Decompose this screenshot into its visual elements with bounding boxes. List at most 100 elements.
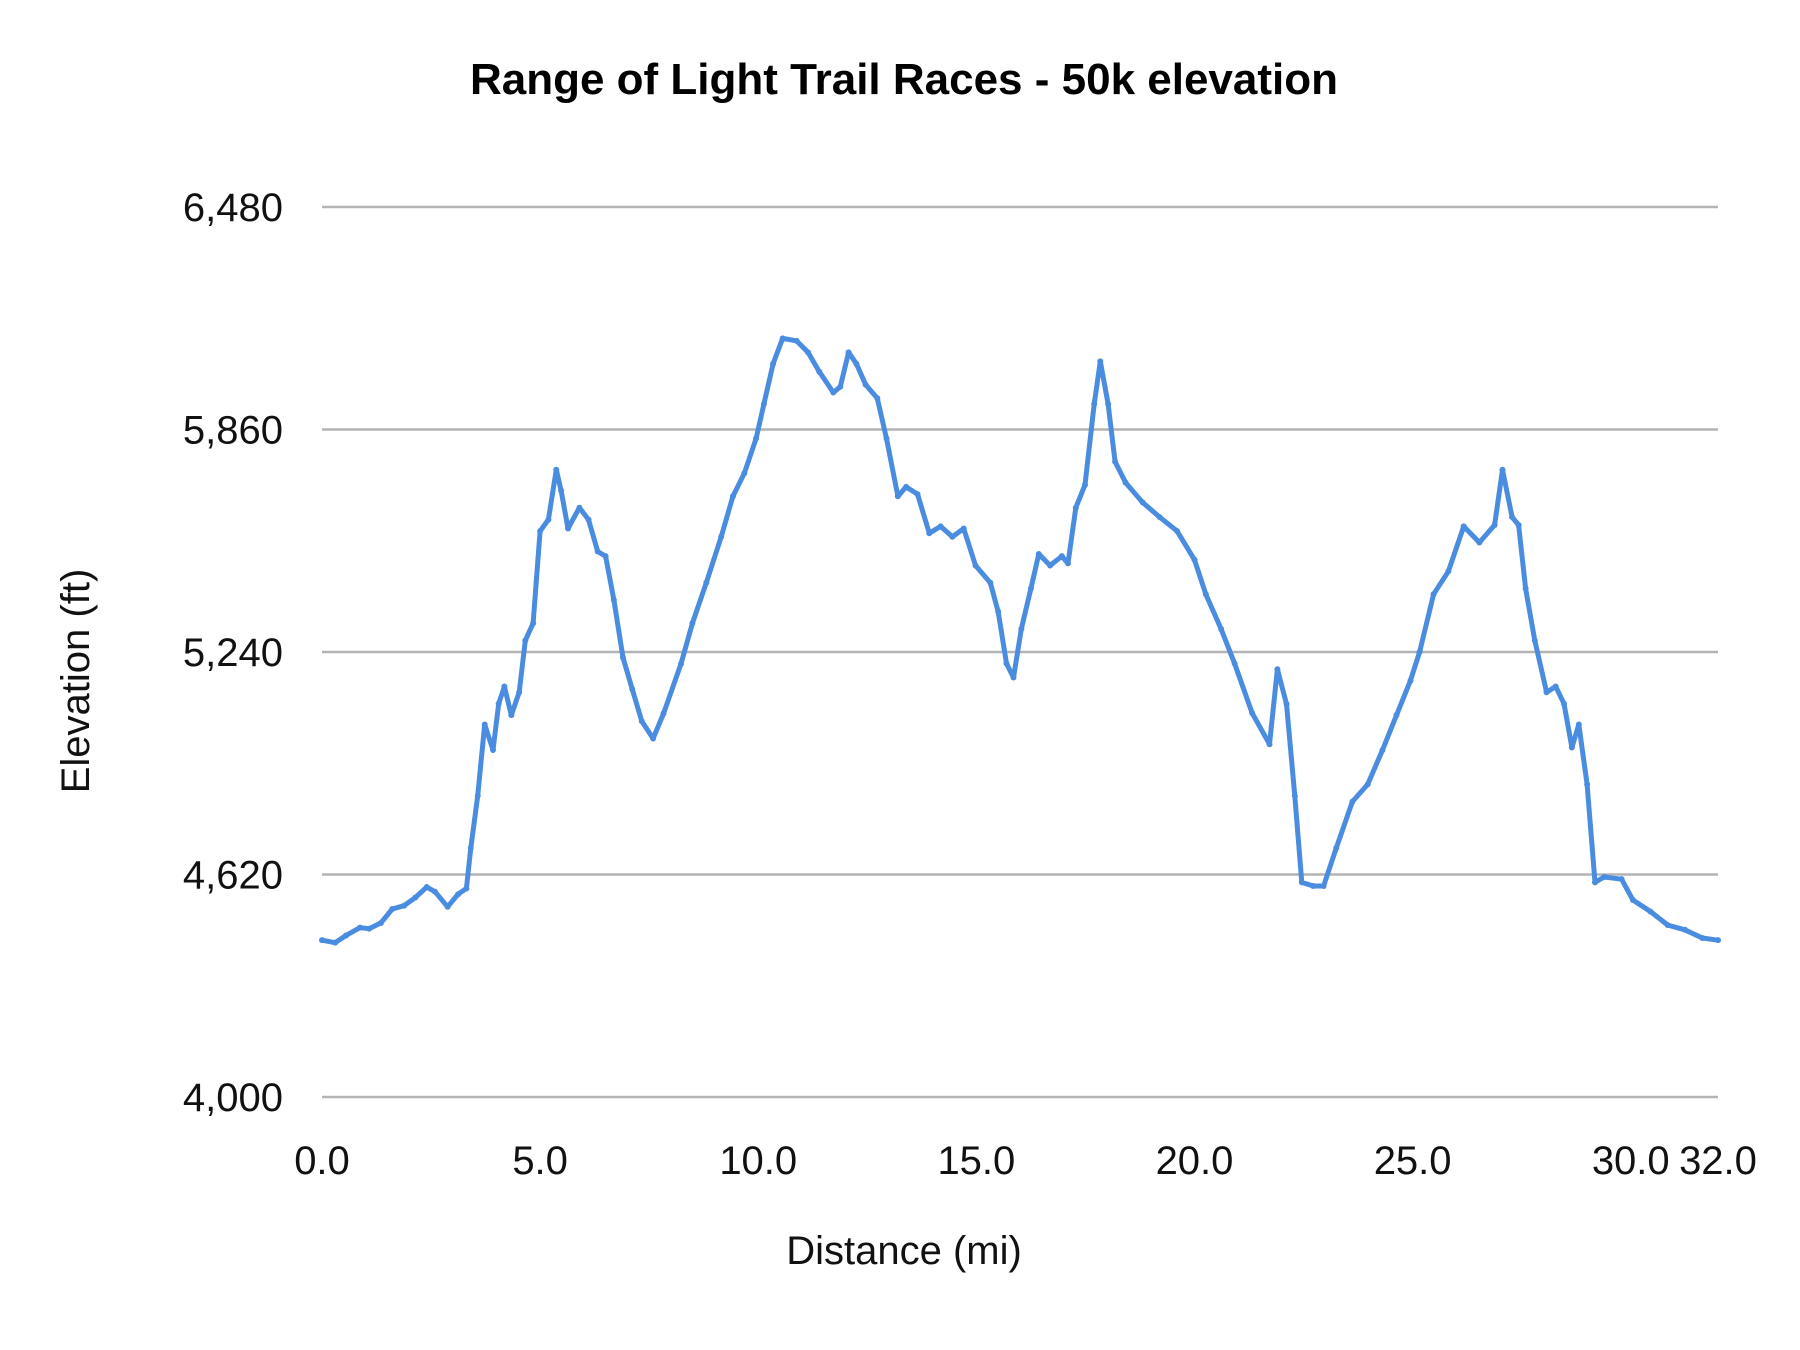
data-point [620,654,627,661]
data-point [585,516,592,523]
data-point [1249,710,1256,717]
data-point [467,844,474,851]
data-point [1591,879,1598,886]
data-point [1122,479,1129,486]
data-point [1298,879,1305,886]
data-point [729,493,736,500]
data-point [894,493,901,500]
data-point [837,383,844,390]
data-point [1476,539,1483,546]
data-point [937,523,944,530]
data-point [1202,591,1209,598]
x-tick-label: 5.0 [512,1139,568,1183]
data-point [1010,674,1017,681]
data-point [1664,922,1671,929]
data-point [1266,741,1273,748]
x-axis-ticks: 0.0 5.0 10.0 15.0 20.0 25.0 30.0 32.0 [294,1139,1757,1183]
data-point [960,525,967,532]
data-point [995,608,1002,615]
data-point [862,381,869,388]
series-group [319,335,1721,946]
data-point [332,939,339,946]
data-point [1139,499,1146,506]
data-point [853,360,860,367]
data-point [1552,683,1559,690]
data-point [610,596,617,603]
data-point [1699,935,1706,942]
data-point [1543,689,1550,696]
y-tick-label: 5,860 [183,409,283,453]
data-point [1047,562,1054,569]
data-point [319,937,325,944]
data-point [1283,701,1290,708]
data-point [638,718,645,725]
data-point [342,932,349,939]
data-point [423,884,430,891]
data-point [883,435,890,442]
data-point [1064,560,1071,567]
data-point [874,395,881,402]
data-point [455,891,462,898]
x-axis-label: Distance (mi) [786,1229,1022,1273]
data-point [718,533,725,540]
data-point [389,905,396,912]
x-tick-label: 25.0 [1374,1139,1452,1183]
data-point [602,553,609,560]
data-point [1320,882,1327,889]
y-tick-label: 4,000 [183,1076,283,1120]
data-point [545,516,552,523]
data-point [1430,591,1437,598]
x-tick-label: 30.0 [1592,1139,1670,1183]
chart-title: Range of Light Trail Races - 50k elevati… [470,55,1338,104]
data-point [1097,358,1104,365]
data-point [1174,528,1181,535]
data-point [1601,874,1608,881]
data-point [431,888,438,895]
data-point [1018,626,1025,633]
data-point [678,660,685,667]
data-point [377,919,384,926]
data-point [1003,660,1010,667]
data-point [1274,666,1281,673]
data-point [741,470,748,477]
data-point [516,689,523,696]
data-point [987,579,994,586]
data-point [1715,937,1721,944]
x-tick-label: 15.0 [937,1139,1015,1183]
data-point [1416,649,1423,655]
data-point [401,902,408,909]
data-point [495,700,502,707]
x-tick-label: 10.0 [719,1139,797,1183]
data-point [1191,556,1198,563]
data-point [481,721,488,728]
data-point [1393,712,1400,719]
data-point [565,525,572,532]
data-point [660,710,667,717]
data-point [463,885,470,892]
data-point [1364,781,1371,788]
data-point [760,401,767,408]
data-point [474,792,481,799]
data-point [1460,523,1467,530]
data-point [770,360,777,367]
y-axis-label: Elevation (ft) [54,569,98,794]
y-axis-ticks: 4,000 4,620 5,240 5,860 6,480 [183,186,283,1120]
data-point [537,528,544,535]
data-point [1531,637,1538,644]
data-point [1027,585,1034,592]
data-point [650,735,657,742]
data-point [629,685,636,692]
data-point [972,562,979,569]
data-point [444,903,451,910]
data-point [1291,792,1298,799]
data-point [558,487,565,494]
data-point [703,579,710,586]
data-point [1407,677,1414,684]
data-point [753,435,760,442]
data-point [845,349,852,356]
data-point [1082,481,1089,488]
data-point [490,746,497,753]
x-tick-label: 20.0 [1156,1139,1234,1183]
data-point [1156,514,1163,521]
data-point [1035,551,1042,558]
